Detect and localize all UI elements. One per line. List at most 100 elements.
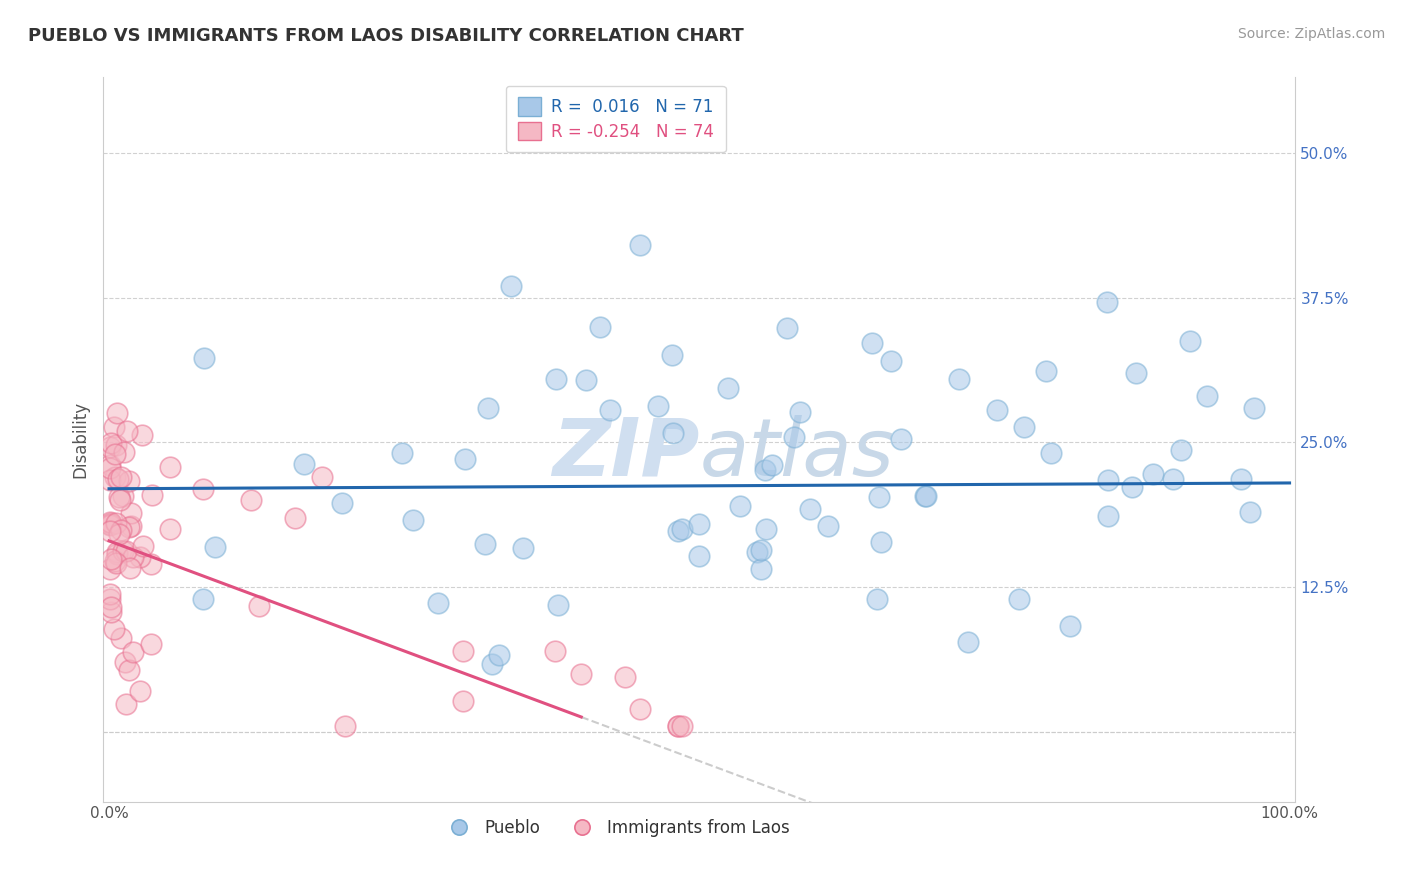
Point [575, 373, 598, 387]
Point [427, 596, 450, 610]
Point [239, 493, 262, 508]
Point [1007, 592, 1029, 607]
Point [193, 351, 215, 365]
Point [454, 452, 477, 467]
Point [668, 719, 690, 733]
Point [860, 336, 883, 351]
Point [115, 424, 138, 438]
Point [728, 499, 751, 513]
Legend: Pueblo, Immigrants from Laos: Pueblo, Immigrants from Laos [436, 813, 796, 844]
Point [1125, 366, 1147, 380]
Point [100, 516, 122, 531]
Point [915, 489, 938, 503]
Point [118, 663, 141, 677]
Point [100, 599, 122, 614]
Point [956, 635, 979, 649]
Point [754, 463, 776, 477]
Point [688, 517, 710, 532]
Point [107, 547, 129, 561]
Point [749, 562, 772, 576]
Point [647, 400, 669, 414]
Point [1170, 442, 1192, 457]
Point [104, 556, 127, 570]
Point [477, 401, 499, 416]
Point [114, 655, 136, 669]
Point [817, 519, 839, 533]
Point [100, 473, 122, 487]
Point [1095, 295, 1118, 310]
Point [283, 511, 305, 525]
Point [104, 438, 127, 452]
Point [100, 551, 122, 566]
Point [98, 562, 121, 576]
Point [588, 319, 610, 334]
Point [159, 460, 181, 475]
Text: atlas: atlas [699, 415, 894, 493]
Point [868, 491, 890, 505]
Point [292, 457, 315, 471]
Point [120, 506, 142, 520]
Point [666, 524, 689, 539]
Point [98, 515, 121, 529]
Point [105, 545, 128, 559]
Point [105, 406, 128, 420]
Point [107, 472, 129, 486]
Point [100, 516, 122, 530]
Point [115, 544, 138, 558]
Point [948, 372, 970, 386]
Point [866, 591, 889, 606]
Point [100, 605, 122, 619]
Point [100, 435, 122, 450]
Point [1239, 505, 1261, 519]
Y-axis label: Disability: Disability [72, 401, 89, 478]
Point [112, 489, 135, 503]
Point [110, 493, 132, 508]
Point [628, 238, 651, 252]
Point [98, 517, 121, 532]
Text: Source: ZipAtlas.com: Source: ZipAtlas.com [1237, 27, 1385, 41]
Point [193, 482, 215, 496]
Point [776, 321, 799, 335]
Point [330, 496, 353, 510]
Point [104, 447, 127, 461]
Point [986, 402, 1008, 417]
Point [333, 719, 356, 733]
Text: ZIP: ZIP [553, 415, 699, 493]
Point [103, 622, 125, 636]
Point [547, 598, 569, 612]
Point [131, 427, 153, 442]
Point [98, 460, 121, 475]
Point [890, 432, 912, 446]
Point [451, 644, 474, 658]
Point [131, 539, 153, 553]
Point [128, 683, 150, 698]
Point [107, 526, 129, 541]
Point [110, 631, 132, 645]
Point [613, 670, 636, 684]
Point [1229, 472, 1251, 486]
Point [717, 380, 740, 394]
Point [120, 519, 142, 533]
Point [688, 549, 710, 563]
Point [141, 487, 163, 501]
Point [1040, 446, 1063, 460]
Point [1012, 419, 1035, 434]
Point [98, 591, 121, 606]
Point [671, 719, 693, 733]
Point [111, 544, 134, 558]
Point [112, 444, 135, 458]
Point [110, 470, 132, 484]
Point [799, 501, 821, 516]
Point [103, 420, 125, 434]
Point [544, 644, 567, 658]
Point [159, 522, 181, 536]
Point [1097, 474, 1119, 488]
Point [98, 440, 121, 454]
Point [1121, 480, 1143, 494]
Point [121, 645, 143, 659]
Point [129, 550, 152, 565]
Point [110, 523, 132, 537]
Point [544, 371, 567, 385]
Point [1178, 334, 1201, 349]
Point [628, 702, 651, 716]
